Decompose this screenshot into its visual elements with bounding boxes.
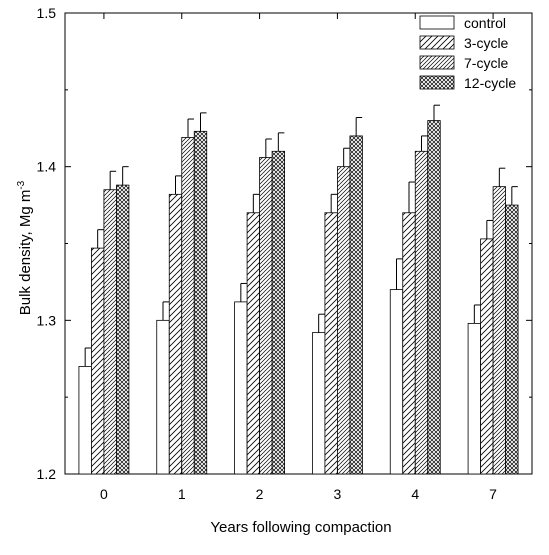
bar-control-2	[234, 301, 248, 475]
bar-3-cycle-7	[480, 238, 494, 475]
bar-3-cycle-4	[402, 212, 416, 475]
bar-12-cycle-1	[193, 130, 208, 475]
x-tick-label: 3	[334, 486, 342, 502]
x-tick-label: 1	[178, 486, 186, 502]
plot-area	[64, 12, 533, 475]
y-tick-label: 1.2	[37, 466, 57, 482]
legend: control 3-cycle 7-cycle 12-cycle	[419, 15, 516, 91]
y-axis-label: Bulk density, Mg m-3	[16, 180, 34, 315]
legend-swatch-12-cycle	[419, 75, 455, 90]
legend-label-7-cycle: 7-cycle	[464, 55, 509, 71]
bars-layer	[78, 120, 519, 475]
bar-control-3	[312, 332, 326, 475]
bar-3-cycle-1	[168, 193, 183, 475]
bar-3-cycle-2	[246, 212, 260, 475]
error-bars-layer	[84, 104, 518, 367]
x-tick-label: 0	[100, 486, 108, 502]
x-axis-label: Years following compaction	[210, 519, 391, 536]
bar-3-cycle-0	[91, 247, 105, 475]
bar-control-4	[389, 289, 404, 475]
bar-control-7	[467, 323, 481, 475]
bar-12-cycle-4	[427, 120, 441, 475]
bar-7-cycle-7	[492, 186, 506, 475]
y-axis-label-text: Bulk density, Mg m	[17, 190, 34, 316]
legend-label-12-cycle: 12-cycle	[464, 75, 516, 91]
legend-swatch-control	[419, 15, 455, 30]
y-axis: 1.2 1.3 1.4 1.5	[37, 5, 532, 482]
y-tick-label: 1.3	[37, 312, 57, 328]
bar-7-cycle-2	[259, 157, 273, 475]
x-tick-label: 7	[489, 486, 497, 502]
bar-3-cycle-3	[324, 212, 338, 475]
bar-12-cycle-0	[116, 184, 130, 475]
y-tick-label: 1.4	[37, 159, 57, 175]
bar-control-1	[156, 319, 170, 475]
bar-7-cycle-4	[414, 150, 429, 475]
bar-12-cycle-3	[349, 135, 363, 475]
bar-control-0	[78, 366, 92, 475]
bar-7-cycle-0	[103, 189, 117, 475]
bar-12-cycle-7	[505, 204, 519, 475]
x-tick-label: 2	[256, 486, 264, 502]
bar-7-cycle-3	[337, 166, 351, 475]
legend-label-3-cycle: 3-cycle	[464, 35, 509, 51]
y-tick-label: 1.5	[37, 5, 57, 21]
legend-label-control: control	[464, 15, 506, 31]
legend-swatch-3-cycle	[419, 35, 455, 50]
bar-7-cycle-1	[181, 137, 195, 475]
bar-12-cycle-2	[271, 150, 285, 475]
x-tick-label: 4	[411, 486, 419, 502]
legend-swatch-7-cycle	[419, 55, 455, 70]
y-axis-label-superscript: -3	[16, 180, 27, 189]
x-axis: 0 1 2 3 4 7	[100, 13, 497, 502]
